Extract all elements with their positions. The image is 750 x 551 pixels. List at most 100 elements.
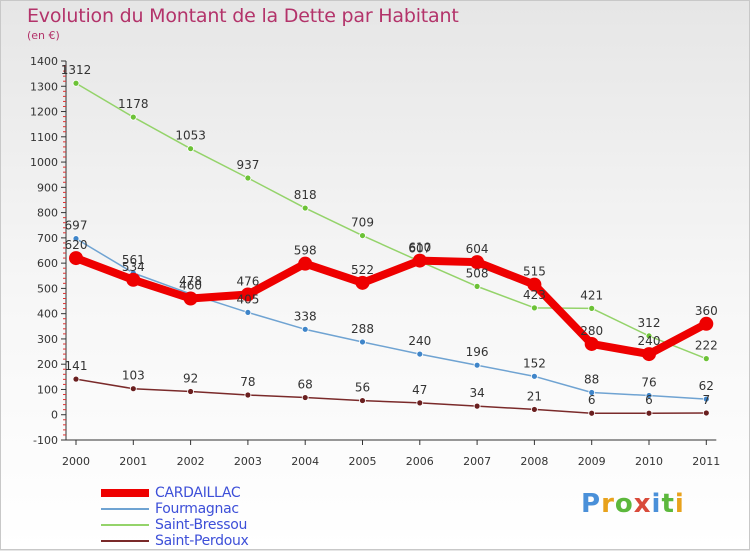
data-label: 1312 — [61, 63, 92, 77]
data-label: 610 — [408, 241, 431, 255]
legend-swatch — [101, 489, 149, 497]
data-point — [584, 336, 599, 351]
x-tick-label: 2002 — [177, 455, 205, 468]
data-label: 288 — [351, 322, 374, 336]
data-label: 280 — [580, 324, 603, 338]
data-point — [702, 409, 710, 417]
data-point — [416, 399, 424, 407]
data-point — [473, 282, 481, 290]
data-label: 6 — [588, 393, 596, 407]
x-tick-label: 2008 — [520, 455, 548, 468]
x-tick-label: 2007 — [463, 455, 491, 468]
data-label: 508 — [466, 266, 489, 280]
data-point — [412, 253, 427, 268]
data-point — [244, 391, 252, 399]
data-point — [69, 251, 83, 266]
data-point — [301, 325, 309, 333]
data-label: 515 — [523, 265, 546, 279]
legend-swatch — [101, 508, 149, 510]
axes: -100 0 100 200 300 400 500 600 700 800 900 1000 1100… — [30, 55, 720, 468]
data-label: 152 — [523, 356, 546, 370]
data-label: 476 — [236, 274, 259, 288]
data-label: 7 — [702, 393, 710, 407]
data-point — [126, 272, 141, 287]
logo-letter: t — [661, 489, 675, 519]
data-label: 21 — [527, 389, 542, 403]
y-tick-label: 1100 — [30, 131, 58, 144]
data-point — [527, 277, 542, 292]
data-point — [240, 287, 255, 302]
data-point — [301, 394, 309, 401]
data-point — [699, 316, 714, 331]
y-tick-label: 300 — [37, 333, 58, 346]
x-tick-label: 2000 — [62, 455, 90, 468]
data-point — [187, 145, 195, 153]
data-label: 34 — [469, 386, 484, 400]
y-tick-label: 800 — [37, 207, 58, 220]
data-point — [531, 304, 538, 312]
legend-label: Saint-Bressou — [155, 517, 248, 533]
legend-label: Fourmagnac — [155, 501, 239, 517]
legend-swatch — [101, 524, 149, 526]
y-tick-label: 1300 — [30, 80, 58, 93]
data-point — [187, 388, 195, 395]
y-tick-label: 500 — [37, 282, 58, 295]
y-tick-label: 400 — [37, 308, 58, 321]
data-point — [645, 392, 653, 399]
data-label: 88 — [584, 372, 599, 386]
legend-item: Fourmagnac — [101, 501, 301, 517]
data-point — [72, 235, 80, 243]
legend-label: Saint-Perdoux — [155, 533, 249, 549]
data-label: 405 — [236, 292, 259, 306]
data-point — [473, 402, 481, 410]
data-point — [702, 395, 710, 403]
data-label: 62 — [699, 379, 714, 393]
x-tick-label: 2001 — [119, 455, 147, 468]
legend: CARDAILLAC Fourmagnac Saint-Bressou Sain… — [101, 485, 301, 549]
data-point — [244, 174, 252, 182]
data-label: 338 — [294, 309, 317, 323]
data-label: 76 — [641, 376, 656, 390]
y-tick-label: 700 — [37, 232, 58, 245]
series-line — [75, 82, 708, 360]
data-label: 423 — [523, 288, 546, 302]
data-point — [702, 355, 710, 363]
data-point — [473, 361, 481, 369]
x-tick-label: 2011 — [692, 455, 720, 468]
data-label: 478 — [179, 274, 202, 288]
y-tick-label: 1400 — [30, 55, 58, 68]
x-tick-label: 2010 — [635, 455, 663, 468]
data-point — [470, 255, 485, 270]
data-point — [298, 256, 313, 271]
data-label: 522 — [351, 263, 374, 277]
data-label: 460 — [179, 279, 202, 293]
data-label: 6 — [645, 393, 653, 407]
data-point — [129, 113, 137, 121]
data-label: 534 — [122, 260, 145, 274]
legend-item: Saint-Bressou — [101, 517, 301, 533]
data-label: 818 — [294, 188, 317, 202]
y-tick-label: 100 — [37, 383, 58, 396]
data-point — [72, 375, 80, 383]
data-point — [359, 338, 366, 346]
data-point — [531, 406, 538, 413]
x-tick-label: 2005 — [349, 455, 377, 468]
x-tick-label: 2006 — [406, 455, 434, 468]
data-point — [183, 291, 198, 306]
data-point — [129, 385, 137, 393]
data-point — [645, 409, 653, 417]
data-label: 312 — [638, 316, 661, 330]
data-label: 78 — [240, 375, 255, 389]
legend-swatch — [101, 540, 149, 542]
data-label: 92 — [183, 371, 198, 385]
data-label: 196 — [466, 345, 489, 359]
data-point — [416, 350, 424, 358]
logo-letter: o — [614, 489, 634, 519]
data-label: 47 — [412, 383, 427, 397]
data-label: 604 — [466, 242, 489, 256]
data-point — [359, 232, 366, 239]
data-label: 561 — [122, 253, 145, 267]
